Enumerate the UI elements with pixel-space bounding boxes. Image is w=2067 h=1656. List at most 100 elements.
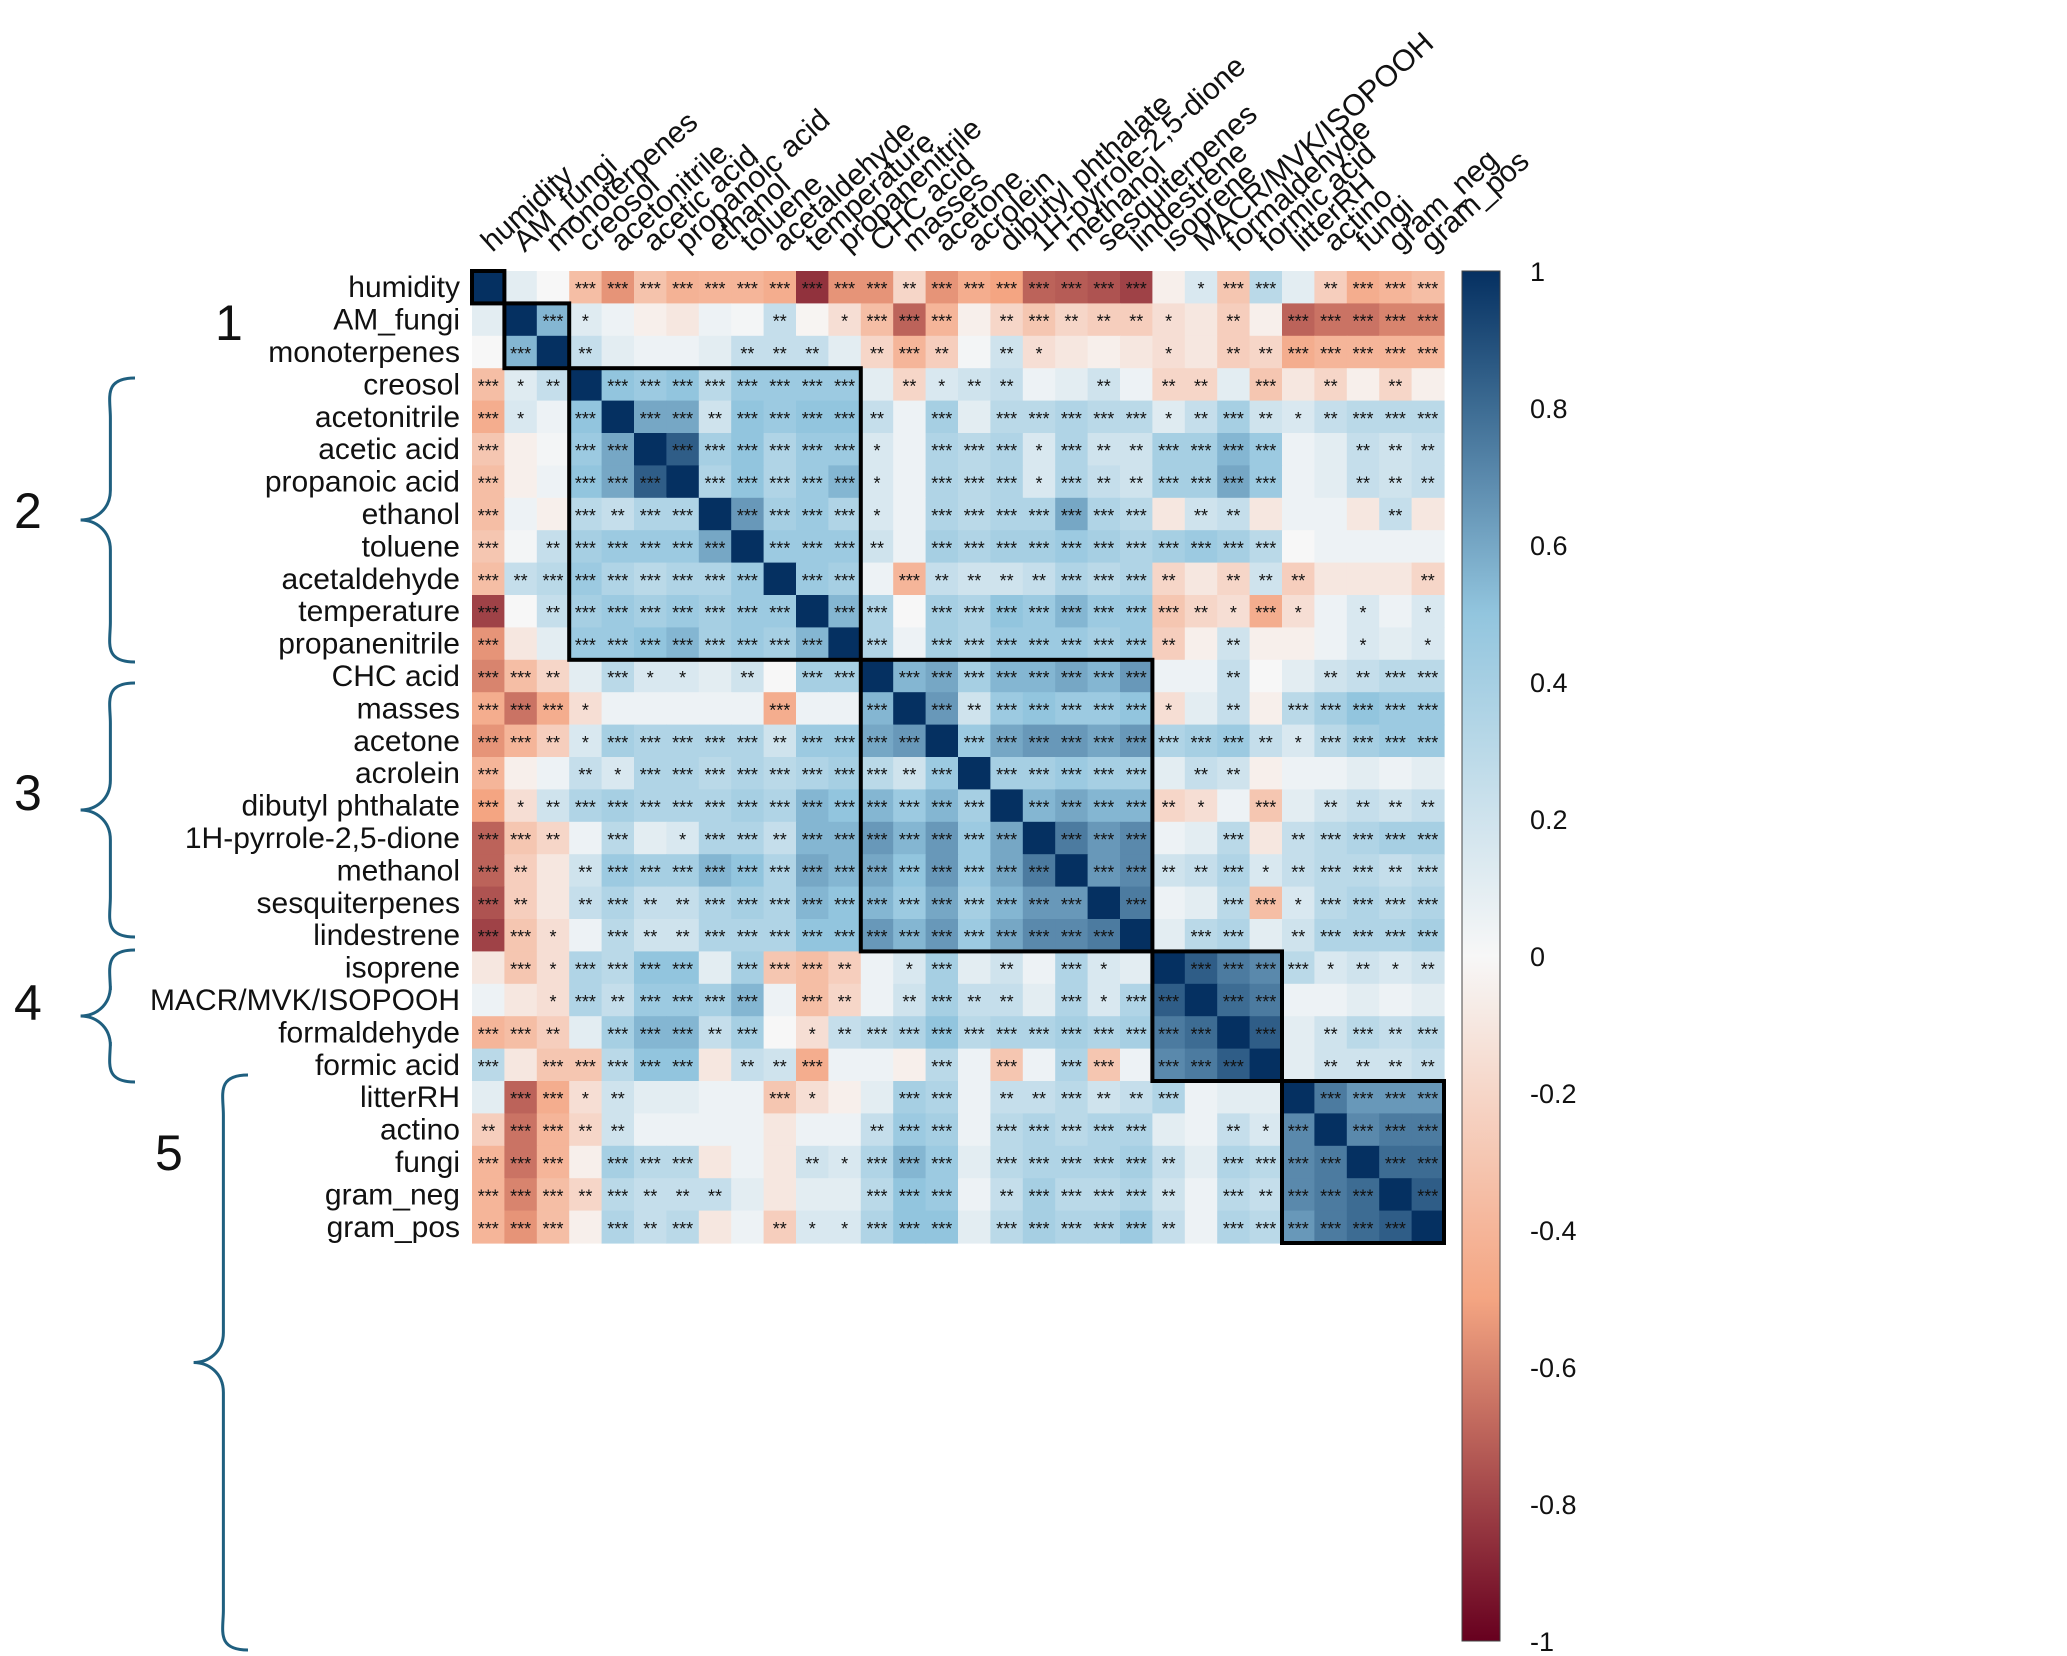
- significance-star: ***: [1093, 1057, 1114, 1077]
- significance-star: ***: [834, 409, 855, 429]
- significance-star: ***: [769, 441, 790, 461]
- heatmap-cell: [1120, 1145, 1153, 1179]
- heatmap-cell: [698, 886, 732, 920]
- significance-star: **: [1388, 1024, 1402, 1044]
- heatmap-cell: [1282, 886, 1315, 920]
- heatmap-cell: [828, 789, 862, 823]
- heatmap-cell: [1249, 562, 1283, 596]
- heatmap-cell: [1411, 1113, 1445, 1147]
- significance-star: ***: [575, 538, 596, 558]
- significance-star: ***: [1417, 1154, 1438, 1174]
- heatmap-cell: [1379, 919, 1413, 952]
- heatmap-cell: [666, 821, 700, 855]
- heatmap-cell: [1346, 562, 1380, 596]
- colorbar-gradient: [1461, 270, 1501, 1642]
- significance-star: ***: [802, 862, 823, 882]
- heatmap-cell: [1184, 886, 1218, 920]
- heatmap-cell: [536, 368, 570, 402]
- significance-star: ***: [478, 603, 499, 623]
- heatmap-cell: [569, 919, 603, 952]
- heatmap-cell: [893, 303, 927, 337]
- significance-star: ***: [931, 279, 952, 299]
- heatmap-cell: [504, 1081, 538, 1114]
- heatmap-cell: [634, 303, 667, 337]
- heatmap-cell: [698, 465, 732, 499]
- significance-star: ***: [1028, 409, 1049, 429]
- heatmap-cell: [1184, 854, 1218, 888]
- heatmap-cell: [1314, 886, 1348, 920]
- significance-star: *: [679, 668, 686, 688]
- heatmap-cell: [1249, 886, 1283, 920]
- heatmap-cell: [1152, 1113, 1186, 1147]
- significance-star: ***: [899, 344, 920, 364]
- heatmap-cell: [731, 530, 765, 564]
- significance-star: **: [1162, 571, 1176, 591]
- significance-star: ***: [899, 1089, 920, 1109]
- heatmap-cell: [1249, 951, 1283, 985]
- heatmap-cell: [1120, 271, 1153, 304]
- significance-star: **: [935, 344, 949, 364]
- heatmap-cell: [504, 400, 538, 434]
- significance-star: ***: [510, 960, 531, 980]
- significance-star: ***: [478, 441, 499, 461]
- significance-star: ***: [1126, 636, 1147, 656]
- significance-star: ***: [737, 765, 758, 785]
- heatmap-cell: [731, 919, 765, 952]
- heatmap-cell: [698, 562, 732, 596]
- significance-star: ***: [672, 279, 693, 299]
- significance-star: **: [838, 1024, 852, 1044]
- heatmap-cell: [1346, 1048, 1380, 1082]
- heatmap-cell: [536, 886, 570, 920]
- heatmap-cell: [1055, 724, 1089, 758]
- significance-star: ***: [866, 1219, 887, 1239]
- row-label: 1H-pyrrole-2,5-dione: [185, 822, 460, 855]
- heatmap-cell: [1411, 627, 1445, 661]
- heatmap-cell: [925, 789, 959, 823]
- heatmap-cell: [1282, 627, 1315, 661]
- significance-star: **: [1097, 376, 1111, 396]
- significance-star: ***: [1417, 830, 1438, 850]
- significance-star: ***: [964, 668, 985, 688]
- significance-star: ***: [1126, 765, 1147, 785]
- significance-star: ***: [704, 895, 725, 915]
- heatmap-cell: [569, 400, 603, 434]
- heatmap-cell: [569, 1081, 603, 1114]
- heatmap-cell: [1411, 1081, 1445, 1114]
- significance-star: ***: [1352, 279, 1373, 299]
- heatmap-cell: [1379, 530, 1413, 564]
- significance-star: ***: [672, 1024, 693, 1044]
- group-bracket: [80, 948, 136, 1084]
- heatmap-cell: [1346, 368, 1380, 402]
- row-label: toluene: [362, 530, 460, 563]
- heatmap-cell: [569, 465, 603, 499]
- significance-star: ***: [996, 636, 1017, 656]
- significance-star: **: [1226, 506, 1240, 526]
- significance-star: *: [1197, 798, 1204, 818]
- significance-star: ***: [769, 927, 790, 947]
- heatmap-cell: [1217, 595, 1251, 628]
- significance-star: ***: [1320, 312, 1341, 332]
- heatmap-cell: [828, 465, 862, 499]
- heatmap-cell: [990, 627, 1024, 661]
- significance-star: ***: [802, 538, 823, 558]
- significance-star: ***: [1255, 798, 1276, 818]
- heatmap-cell: [1087, 692, 1121, 726]
- significance-star: ***: [640, 603, 661, 623]
- significance-star: ***: [575, 571, 596, 591]
- significance-star: ***: [1320, 1089, 1341, 1109]
- heatmap-cell: [796, 497, 829, 531]
- heatmap-cell: [828, 595, 862, 628]
- heatmap-cell: [504, 724, 538, 758]
- heatmap-cell: [1055, 821, 1089, 855]
- significance-star: ***: [1320, 862, 1341, 882]
- heatmap-cell: [1282, 854, 1315, 888]
- significance-star: ***: [1255, 1024, 1276, 1044]
- heatmap-cell: [1379, 983, 1413, 1017]
- heatmap-cell: [958, 335, 991, 369]
- heatmap-cell: [1282, 692, 1315, 726]
- significance-star: ***: [1223, 830, 1244, 850]
- significance-star: ***: [1320, 895, 1341, 915]
- significance-star: **: [1097, 312, 1111, 332]
- heatmap-cell: [1120, 1016, 1153, 1050]
- heatmap-cell: [634, 271, 667, 304]
